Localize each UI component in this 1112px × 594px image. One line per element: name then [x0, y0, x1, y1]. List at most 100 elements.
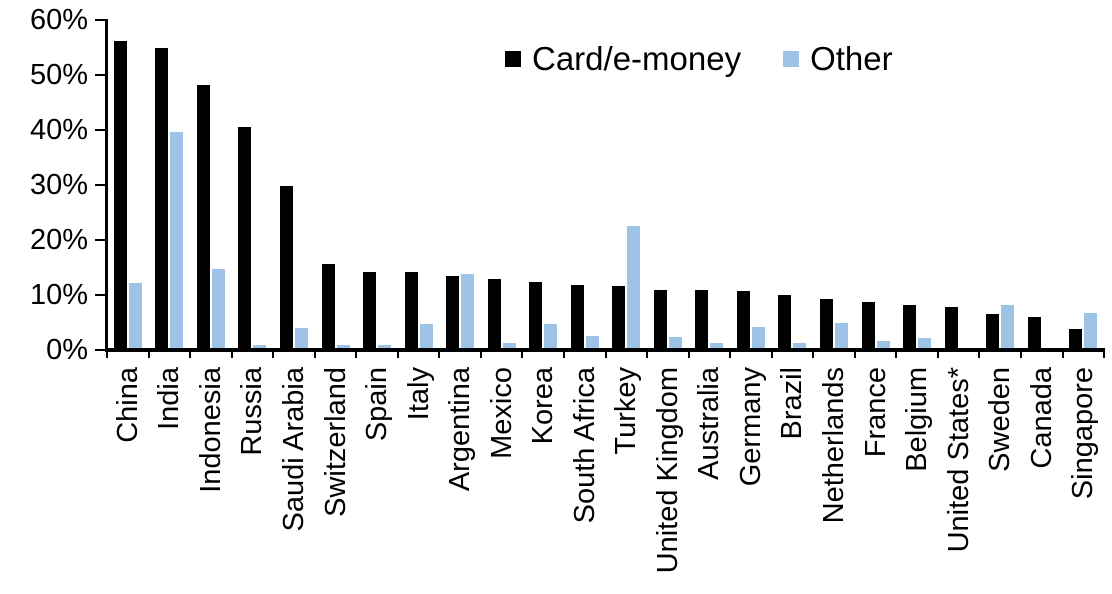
x-axis-tick: [770, 348, 773, 358]
x-axis-tick: [272, 348, 275, 358]
x-axis-label: Korea: [527, 367, 560, 445]
x-axis-tick: [936, 348, 939, 358]
x-axis-tick: [563, 348, 565, 358]
x-axis-tick: [853, 348, 856, 358]
bar-other: [211, 269, 225, 350]
y-axis-tick: [95, 74, 107, 76]
x-axis-tick: [521, 348, 524, 358]
x-axis-tick: [729, 348, 732, 358]
legend-swatch-other: [783, 50, 800, 67]
y-axis-label: 20%: [29, 224, 88, 256]
x-axis-tick: [604, 348, 607, 358]
y-axis-tick: [95, 239, 107, 241]
y-axis-label: 0%: [46, 334, 88, 366]
bar-other: [876, 341, 890, 350]
x-axis-label: United States*: [942, 367, 975, 553]
legend-label-card-e-money: Card/e-money: [532, 40, 742, 77]
bar-card-e-money: [155, 47, 169, 350]
bar-other: [1001, 305, 1015, 350]
x-axis-tick: [895, 348, 898, 358]
x-axis-tick: [479, 348, 482, 358]
y-axis-tick: [95, 294, 107, 296]
bar-card-e-money: [196, 84, 210, 350]
bar-other: [419, 324, 433, 350]
bar-other: [1084, 312, 1098, 350]
x-axis-tick: [147, 348, 150, 358]
legend-label-other: Other: [810, 40, 893, 77]
x-axis-label: Netherlands: [818, 367, 850, 524]
y-axis-tick: [95, 349, 107, 351]
bar-card-e-money: [570, 284, 584, 351]
x-axis-tick: [1061, 348, 1064, 358]
bar-other: [585, 336, 599, 351]
bar-card-e-money: [653, 289, 667, 350]
bar-other: [128, 282, 142, 350]
y-axis-label: 50%: [29, 59, 88, 91]
x-axis-tick: [355, 348, 358, 358]
bar-other: [336, 345, 350, 351]
bar-other: [918, 337, 932, 350]
bar-card-e-money: [1027, 317, 1041, 350]
bar-other: [751, 327, 765, 350]
bar-card-e-money: [695, 290, 709, 351]
x-axis-label: Singapore: [1067, 367, 1100, 500]
x-axis-label: Mexico: [485, 367, 518, 459]
y-axis-tick: [95, 129, 107, 131]
bar-card-e-money: [736, 290, 750, 350]
y-axis-label: 60%: [29, 4, 88, 36]
x-axis-label: United Kingdom: [651, 367, 684, 574]
bar-other: [544, 324, 558, 350]
x-axis-label: China: [111, 367, 144, 443]
y-axis-label: 30%: [29, 169, 88, 201]
y-axis-tick: [95, 184, 107, 186]
x-axis-line: [105, 348, 1104, 352]
x-axis-tick: [230, 348, 233, 358]
x-axis-tick: [646, 348, 648, 358]
bar-card-e-money: [363, 271, 376, 350]
x-axis-label: Spain: [361, 367, 393, 442]
bar-card-e-money: [321, 263, 335, 350]
x-axis-label: South Africa: [568, 367, 601, 524]
bar-other: [627, 226, 641, 351]
legend-item-card-e-money: Card/e-money: [505, 42, 741, 75]
bar-card-e-money: [529, 281, 543, 350]
x-axis-label: Saudi Arabia: [277, 367, 310, 532]
bar-card-e-money: [279, 186, 293, 350]
bar-other: [668, 337, 682, 350]
x-axis-label: Canada: [1025, 367, 1058, 469]
x-axis-label: Turkey: [610, 367, 643, 455]
bar-card-e-money: [113, 40, 127, 350]
x-axis-label: Switzerland: [319, 367, 352, 517]
y-axis-label: 10%: [29, 279, 88, 311]
bar-card-e-money: [778, 295, 792, 350]
bar-card-e-money: [487, 278, 501, 350]
x-axis-tick: [438, 348, 441, 358]
bar-card-e-money: [612, 285, 626, 350]
bar-card-e-money: [820, 298, 833, 351]
bar-other: [378, 345, 391, 351]
x-axis-label: Indonesia: [194, 367, 227, 493]
x-axis-tick: [1103, 348, 1105, 358]
x-axis-label: India: [153, 367, 186, 430]
bar-other: [793, 343, 807, 350]
x-axis-tick: [1019, 348, 1022, 358]
y-axis-tick: [95, 19, 107, 21]
bar-other: [710, 343, 724, 350]
x-axis-tick: [189, 348, 192, 358]
bar-other: [835, 323, 848, 351]
x-axis-label: France: [859, 367, 892, 458]
bar-other: [170, 132, 184, 350]
bar-other: [253, 344, 267, 350]
bar-card-e-money: [404, 272, 418, 350]
bar-other: [461, 273, 475, 351]
y-axis-label: 40%: [29, 114, 88, 146]
y-axis-line: [105, 19, 108, 352]
bar-card-e-money: [986, 314, 1000, 351]
x-axis-label: Italy: [402, 367, 435, 421]
x-axis-tick: [978, 348, 981, 358]
bar-card-e-money: [238, 127, 252, 351]
x-axis-tick: [106, 348, 108, 358]
x-axis-tick: [313, 348, 316, 358]
bar-card-e-money: [944, 306, 958, 351]
